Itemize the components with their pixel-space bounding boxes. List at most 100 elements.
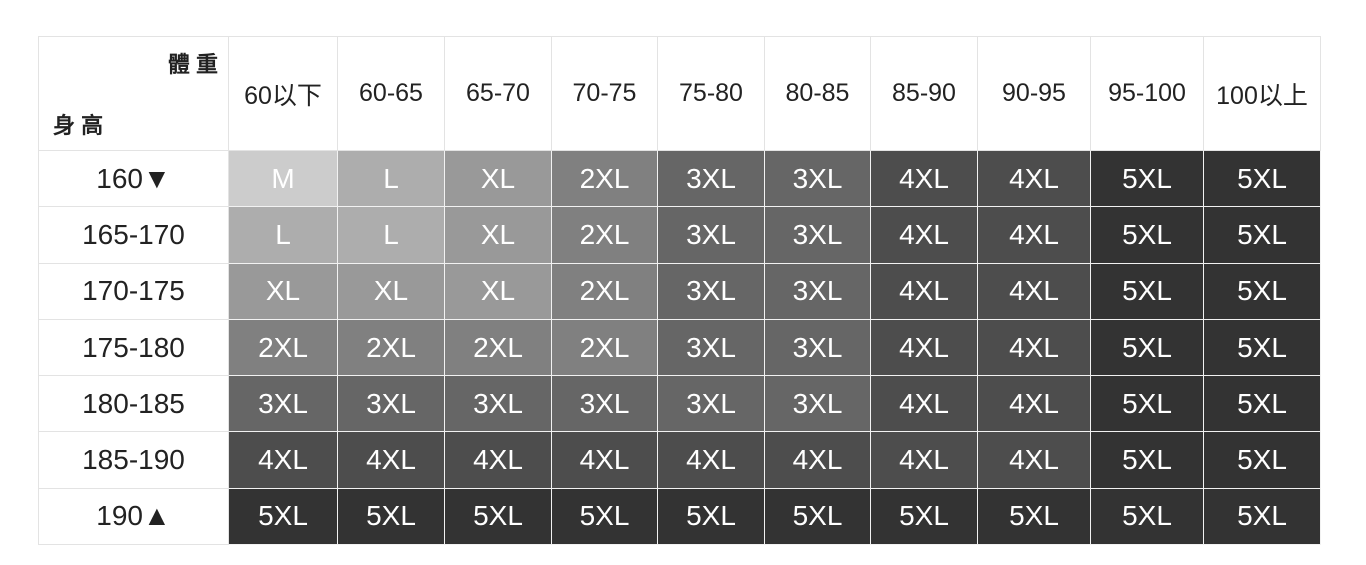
size-cell: 2XL: [551, 206, 658, 264]
size-cell: 3XL: [764, 149, 871, 208]
weight-header: 95-100: [1090, 36, 1204, 151]
weight-label: 體 重: [167, 52, 218, 77]
height-cell: 175-180: [38, 318, 229, 377]
size-cell: 2XL: [551, 149, 658, 208]
size-cell: 2XL: [444, 318, 552, 377]
size-cell: 5XL: [1090, 206, 1204, 264]
size-cell: 4XL: [337, 431, 445, 489]
size-cell: 5XL: [1090, 487, 1204, 546]
size-cell: 4XL: [977, 149, 1091, 208]
size-cell: XL: [444, 262, 552, 320]
size-cell: 3XL: [764, 206, 871, 264]
size-row: 175-180 2XL 2XL 2XL 2XL 3XL 3XL 4XL 4XL 5XL 5XL: [38, 318, 1321, 377]
size-cell: 4XL: [977, 431, 1091, 489]
size-cell: 2XL: [228, 318, 338, 377]
size-row: 170-175 XL XL XL 2XL 3XL 3XL 4XL 4XL 5XL 5XL: [38, 262, 1321, 320]
size-row: 165-170 L L XL 2XL 3XL 3XL 4XL 4XL 5XL 5XL: [38, 206, 1321, 264]
size-cell: 5XL: [977, 487, 1091, 546]
weight-header: 65-70: [444, 36, 552, 151]
size-cell: 5XL: [1090, 262, 1204, 320]
size-cell: 5XL: [1203, 149, 1321, 208]
size-cell: L: [337, 206, 445, 264]
size-cell: 5XL: [1203, 487, 1321, 546]
size-cell: 4XL: [870, 431, 978, 489]
size-cell: 5XL: [1090, 149, 1204, 208]
size-cell: 3XL: [657, 318, 765, 377]
weight-header: 80-85: [764, 36, 871, 151]
size-cell: 4XL: [870, 149, 978, 208]
height-cell: 170-175: [38, 262, 229, 320]
size-cell: 3XL: [657, 262, 765, 320]
height-cell: 185-190: [38, 431, 229, 489]
size-cell: 5XL: [657, 487, 765, 546]
corner-cell: 體 重 身 高: [38, 36, 229, 151]
size-cell: 5XL: [1090, 375, 1204, 433]
size-cell: 5XL: [1090, 318, 1204, 377]
size-cell: 3XL: [764, 318, 871, 377]
size-cell: XL: [228, 262, 338, 320]
size-cell: 5XL: [337, 487, 445, 546]
size-cell: 5XL: [551, 487, 658, 546]
size-cell: L: [228, 206, 338, 264]
size-cell: 4XL: [870, 375, 978, 433]
size-cell: 4XL: [870, 262, 978, 320]
size-cell: 5XL: [444, 487, 552, 546]
height-cell: 190▲: [38, 487, 229, 546]
size-cell: 2XL: [551, 262, 658, 320]
size-cell: L: [337, 149, 445, 208]
weight-header: 60以下: [228, 36, 338, 151]
size-cell: 4XL: [870, 318, 978, 377]
size-cell: 2XL: [337, 318, 445, 377]
height-label: 身 高: [53, 113, 104, 138]
height-cell: 160▼: [38, 149, 229, 208]
size-cell: 2XL: [551, 318, 658, 377]
size-cell: 4XL: [551, 431, 658, 489]
size-cell: 3XL: [228, 375, 338, 433]
weight-header: 100以上: [1203, 36, 1321, 151]
size-cell: XL: [444, 206, 552, 264]
size-cell: 3XL: [657, 149, 765, 208]
size-cell: 5XL: [870, 487, 978, 546]
weight-header: 75-80: [657, 36, 765, 151]
size-table: 體 重 身 高 60以下 60-65 65-70 70-75 75-80 80-85 85-…: [38, 36, 1321, 546]
weight-header: 85-90: [870, 36, 978, 151]
size-row: 160▼ M L XL 2XL 3XL 3XL 4XL 4XL 5XL 5XL: [38, 149, 1321, 208]
size-cell: 3XL: [551, 375, 658, 433]
table-body: 160▼ M L XL 2XL 3XL 3XL 4XL 4XL 5XL 5XL 165-170 L L XL…: [38, 149, 1321, 546]
size-cell: 5XL: [1203, 262, 1321, 320]
size-cell: 4XL: [977, 318, 1091, 377]
size-cell: 3XL: [444, 375, 552, 433]
weight-header: 60-65: [337, 36, 445, 151]
size-cell: 4XL: [657, 431, 765, 489]
size-cell: 4XL: [444, 431, 552, 489]
size-cell: 4XL: [977, 262, 1091, 320]
size-cell: 5XL: [1203, 318, 1321, 377]
size-cell: 5XL: [228, 487, 338, 546]
size-cell: 3XL: [764, 262, 871, 320]
size-row: 190▲ 5XL 5XL 5XL 5XL 5XL 5XL 5XL 5XL 5XL 5XL: [38, 487, 1321, 546]
size-cell: M: [228, 149, 338, 208]
size-row: 185-190 4XL 4XL 4XL 4XL 4XL 4XL 4XL 4XL 5XL 5XL: [38, 431, 1321, 489]
size-cell: 3XL: [764, 375, 871, 433]
size-cell: 5XL: [764, 487, 871, 546]
size-cell: 4XL: [977, 206, 1091, 264]
size-cell: 3XL: [657, 375, 765, 433]
size-row: 180-185 3XL 3XL 3XL 3XL 3XL 3XL 4XL 4XL 5XL 5XL: [38, 375, 1321, 433]
size-cell: 4XL: [764, 431, 871, 489]
header-row: 體 重 身 高 60以下 60-65 65-70 70-75 75-80 80-85 85-…: [38, 36, 1321, 151]
size-cell: 5XL: [1203, 375, 1321, 433]
height-cell: 165-170: [38, 206, 229, 264]
size-cell: 3XL: [657, 206, 765, 264]
height-cell: 180-185: [38, 375, 229, 433]
size-cell: 5XL: [1203, 431, 1321, 489]
size-cell: 3XL: [337, 375, 445, 433]
size-cell: 4XL: [870, 206, 978, 264]
size-cell: 5XL: [1203, 206, 1321, 264]
size-cell: 4XL: [228, 431, 338, 489]
weight-header: 90-95: [977, 36, 1091, 151]
size-cell: XL: [337, 262, 445, 320]
size-cell: 4XL: [977, 375, 1091, 433]
size-cell: XL: [444, 149, 552, 208]
weight-header: 70-75: [551, 36, 658, 151]
